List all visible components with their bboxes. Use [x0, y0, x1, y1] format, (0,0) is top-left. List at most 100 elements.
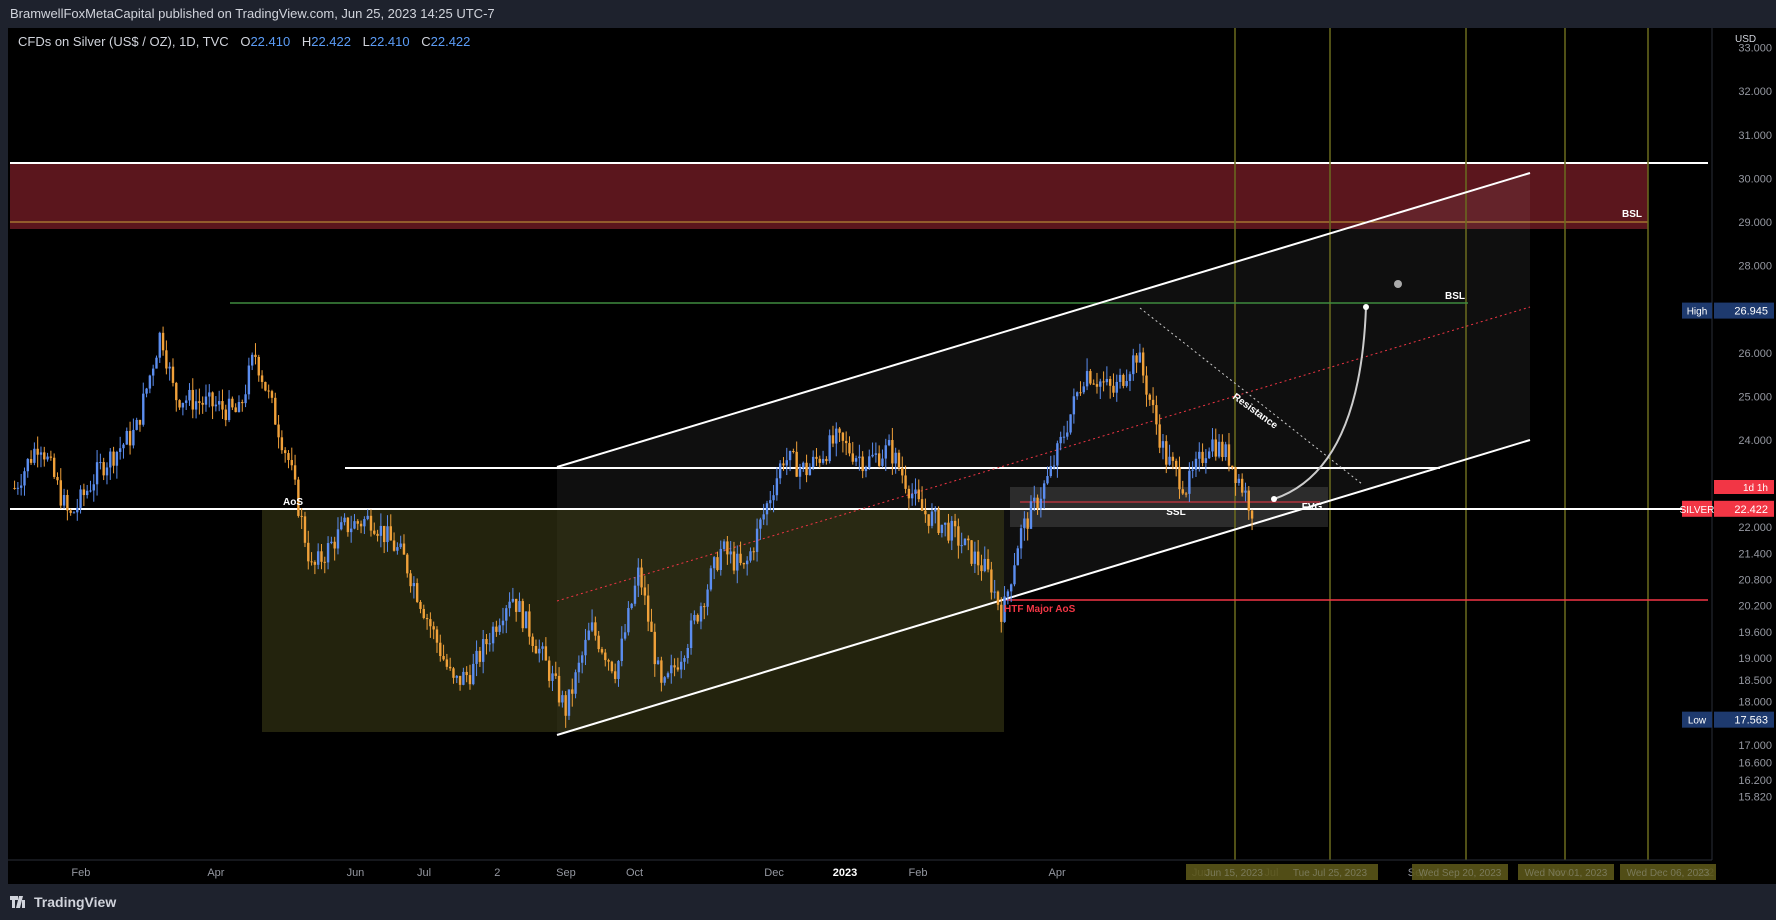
candle-body	[620, 638, 623, 662]
candle-body	[1178, 467, 1181, 490]
candle-body	[917, 489, 920, 500]
candle-body	[95, 462, 99, 485]
candle-body	[567, 689, 571, 716]
candle-body	[1026, 518, 1029, 529]
candle-body	[165, 350, 168, 369]
candle-body	[838, 428, 841, 433]
candle-body	[122, 444, 125, 449]
candle-body	[402, 543, 406, 555]
candle-body	[432, 626, 435, 630]
candle-body	[785, 460, 788, 466]
candle-body	[597, 635, 600, 650]
candle-body	[66, 495, 69, 511]
y-tick-label: 25.000	[1738, 391, 1772, 403]
candle-body	[376, 533, 379, 536]
candle-body	[604, 652, 607, 661]
candle-body	[736, 553, 739, 571]
candle-body	[468, 675, 472, 685]
candle-body	[1174, 460, 1178, 468]
candle-body	[382, 525, 386, 543]
candle-body	[752, 551, 755, 553]
candle-body	[835, 428, 838, 444]
candle-body	[1006, 591, 1010, 597]
candle-body	[237, 402, 241, 413]
candle-body	[363, 519, 366, 527]
candle-body	[132, 429, 135, 446]
candle-body	[1029, 501, 1033, 529]
y-tick-label: 18.500	[1738, 675, 1772, 687]
candle-body	[524, 611, 528, 629]
aos-label: AoS	[283, 497, 303, 508]
candle-body	[82, 489, 86, 496]
projection-start	[1271, 496, 1277, 502]
projection-path	[1273, 306, 1367, 500]
candle-body	[749, 551, 752, 561]
candle-body	[818, 458, 821, 463]
candle-body	[792, 450, 795, 452]
high-tag-label: High	[1687, 307, 1708, 318]
candle-body	[861, 456, 864, 472]
y-tick-label: 33.000	[1738, 43, 1772, 55]
candle-body	[1171, 456, 1175, 461]
last-price-tag-label: SILVER	[1680, 505, 1715, 516]
candle-body	[475, 650, 478, 664]
candle-body	[521, 601, 524, 629]
candle-body	[366, 515, 369, 520]
candle-body	[1247, 490, 1250, 511]
candle-body	[831, 435, 835, 444]
candle-body	[600, 649, 604, 653]
candle-body	[617, 661, 620, 679]
candle-body	[250, 354, 254, 366]
candle-body	[874, 453, 878, 455]
candle-body	[930, 511, 934, 526]
candle-body	[1148, 394, 1151, 400]
candle-body	[693, 614, 696, 621]
low-tag-value-bg	[1714, 711, 1774, 728]
candle-body	[79, 489, 82, 508]
channel-upper-line	[556, 172, 1531, 468]
candle-body	[686, 648, 689, 659]
candle-body	[993, 591, 996, 593]
candle-body	[1072, 396, 1076, 415]
fvg-label: FVG	[1302, 502, 1323, 513]
symbol-title: CFDs on Silver (US$ / OZ), 1D, TVC	[18, 34, 229, 49]
candle-body	[472, 663, 475, 685]
date-marker-label: Wed Dec 06, 2023	[1627, 868, 1710, 879]
x-tick-label: Feb	[71, 867, 90, 879]
date-marker-bg	[1282, 864, 1378, 880]
candle-body	[947, 522, 950, 541]
y-tick-label: 31.000	[1738, 130, 1772, 142]
bsl-weekly-label: BSL	[1622, 209, 1642, 220]
candle-body	[138, 419, 142, 425]
candle-body	[161, 332, 165, 351]
timer-label: 1d 1h	[1743, 483, 1768, 494]
candle-body	[848, 443, 851, 454]
candle-body	[1227, 444, 1231, 466]
candle-body	[980, 565, 983, 572]
date-marker-label: Wed Nov 01, 2023	[1525, 868, 1608, 879]
date-marker-label: Tue Jul 25, 2023	[1293, 868, 1368, 879]
x-tick-label: 2023	[833, 867, 857, 879]
candle-body	[201, 402, 204, 405]
candle-body	[419, 601, 422, 609]
candle-body	[940, 524, 944, 533]
candle-body	[910, 493, 914, 499]
footer-bar: TradingView	[0, 884, 1776, 920]
candle-body	[135, 419, 138, 430]
candle-body	[891, 440, 894, 464]
x-tick-label: Feb	[909, 867, 928, 879]
candle-body	[485, 639, 488, 645]
candle-body	[323, 561, 326, 563]
candle-body	[610, 661, 614, 672]
candle-body	[538, 648, 541, 654]
candle-body	[300, 515, 303, 517]
y-tick-label: 17.000	[1738, 740, 1772, 752]
candle-body	[950, 520, 953, 541]
candle-body	[267, 390, 270, 392]
candle-body	[1240, 478, 1244, 493]
candle-body	[666, 673, 670, 678]
candle-body	[1224, 444, 1227, 458]
candle-body	[1023, 518, 1026, 529]
channel-lower-line	[556, 439, 1531, 736]
